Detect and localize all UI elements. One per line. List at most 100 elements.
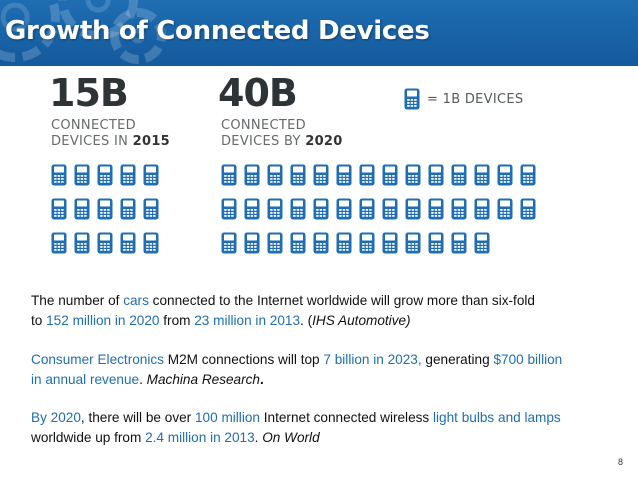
mobile-phone-icon bbox=[51, 198, 67, 220]
caption-line: DEVICES IN 2015 bbox=[51, 134, 170, 150]
text-run: . bbox=[254, 430, 263, 445]
mobile-phone-icon bbox=[143, 198, 159, 220]
mobile-phone-icon bbox=[497, 164, 513, 186]
paragraph-consumer-electronics: Consumer Electronics M2M connections wil… bbox=[31, 350, 631, 390]
mobile-phone-icon bbox=[405, 232, 421, 254]
source-citation: Machina Research bbox=[146, 372, 260, 387]
mobile-phone-icon bbox=[120, 232, 136, 254]
caption-prefix: DEVICES IN bbox=[51, 134, 133, 149]
mobile-phone-icon bbox=[497, 198, 513, 220]
mobile-phone-icon bbox=[428, 164, 444, 186]
text-run: . bbox=[260, 372, 264, 387]
highlight-text: 2.4 million in 2013 bbox=[145, 430, 255, 445]
mobile-phone-icon bbox=[336, 232, 352, 254]
highlight-text: 7 billion in 2023, bbox=[323, 352, 422, 367]
mobile-phone-icon bbox=[336, 198, 352, 220]
mobile-phone-icon bbox=[267, 198, 283, 220]
mobile-phone-icon bbox=[267, 232, 283, 254]
text-run: The number of bbox=[31, 293, 124, 308]
stat-value-2020: 40B bbox=[218, 71, 298, 115]
mobile-phone-icon bbox=[290, 232, 306, 254]
mobile-phone-icon bbox=[290, 198, 306, 220]
mobile-phone-icon bbox=[97, 232, 113, 254]
highlight-text: light bulbs and lamps bbox=[433, 410, 561, 425]
text-run: worldwide up from bbox=[31, 430, 146, 445]
mobile-phone-icon bbox=[474, 232, 490, 254]
mobile-phone-icon bbox=[404, 88, 420, 110]
mobile-phone-icon bbox=[474, 198, 490, 220]
caption-line: DEVICES BY 2020 bbox=[221, 134, 343, 150]
mobile-phone-icon bbox=[451, 232, 467, 254]
mobile-phone-icon bbox=[382, 232, 398, 254]
mobile-phone-icon bbox=[74, 232, 90, 254]
mobile-phone-icon bbox=[405, 164, 421, 186]
legend-text: = 1B DEVICES bbox=[427, 91, 524, 107]
mobile-phone-icon bbox=[97, 164, 113, 186]
stat-value-2015: 15B bbox=[49, 71, 129, 115]
mobile-phone-icon bbox=[382, 198, 398, 220]
text-run: , there will be over bbox=[80, 410, 195, 425]
highlight-text: $700 billion bbox=[493, 352, 563, 367]
mobile-phone-icon bbox=[244, 232, 260, 254]
mobile-phone-icon bbox=[267, 164, 283, 186]
stat-caption-2015: CONNECTED DEVICES IN 2015 bbox=[51, 118, 170, 150]
mobile-phone-icon bbox=[51, 164, 67, 186]
mobile-phone-icon bbox=[451, 164, 467, 186]
mobile-phone-icon bbox=[120, 164, 136, 186]
page-number: 8 bbox=[618, 457, 624, 467]
paragraph-cars: The number of cars connected to the Inte… bbox=[31, 291, 631, 331]
mobile-phone-icon bbox=[221, 198, 237, 220]
caption-year: 2020 bbox=[305, 134, 343, 149]
text-run: Internet connected wireless bbox=[259, 410, 434, 425]
mobile-phone-icon bbox=[221, 164, 237, 186]
mobile-phone-icon bbox=[359, 164, 375, 186]
text-run: to bbox=[31, 313, 47, 328]
mobile-phone-icon bbox=[313, 164, 329, 186]
text-run: . ( bbox=[300, 313, 313, 328]
paragraph-light-bulbs: By 2020, there will be over 100 million … bbox=[31, 408, 631, 448]
mobile-phone-icon bbox=[520, 198, 536, 220]
stat-caption-2020: CONNECTED DEVICES BY 2020 bbox=[221, 118, 343, 150]
highlight-text: By 2020 bbox=[31, 410, 81, 425]
mobile-phone-icon bbox=[520, 164, 536, 186]
caption-prefix: DEVICES BY bbox=[221, 134, 306, 149]
caption-line: CONNECTED bbox=[221, 118, 306, 133]
mobile-phone-icon bbox=[405, 198, 421, 220]
mobile-phone-icon bbox=[244, 164, 260, 186]
source-citation: IHS Automotive) bbox=[312, 313, 411, 328]
mobile-phone-icon bbox=[244, 198, 260, 220]
mobile-phone-icon bbox=[221, 232, 237, 254]
highlight-text: cars bbox=[123, 293, 149, 308]
mobile-phone-icon bbox=[336, 164, 352, 186]
highlight-text: 23 million in 2013 bbox=[194, 313, 301, 328]
slide-title: Growth of Connected Devices bbox=[5, 16, 430, 46]
mobile-phone-icon bbox=[97, 198, 113, 220]
title-bar: Growth of Connected Devices bbox=[0, 0, 638, 66]
highlight-text: 152 million in 2020 bbox=[46, 313, 160, 328]
mobile-phone-icon bbox=[313, 232, 329, 254]
text-run: connected to the Internet worldwide will… bbox=[148, 293, 535, 308]
mobile-phone-icon bbox=[120, 198, 136, 220]
mobile-phone-icon bbox=[382, 164, 398, 186]
icon-grid-2015 bbox=[51, 164, 159, 254]
text-run: . bbox=[139, 372, 147, 387]
icon-grid-2020 bbox=[221, 164, 536, 254]
highlight-text: 100 million bbox=[194, 410, 260, 425]
highlight-text: in annual revenue bbox=[31, 372, 140, 387]
mobile-phone-icon bbox=[143, 232, 159, 254]
mobile-phone-icon bbox=[359, 198, 375, 220]
mobile-phone-icon bbox=[359, 232, 375, 254]
caption-line: CONNECTED bbox=[51, 118, 136, 133]
text-run: generating bbox=[421, 352, 494, 367]
text-run: from bbox=[159, 313, 195, 328]
mobile-phone-icon bbox=[74, 198, 90, 220]
mobile-phone-icon bbox=[313, 198, 329, 220]
legend: = 1B DEVICES bbox=[404, 88, 523, 110]
mobile-phone-icon bbox=[474, 164, 490, 186]
mobile-phone-icon bbox=[51, 232, 67, 254]
mobile-phone-icon bbox=[290, 164, 306, 186]
mobile-phone-icon bbox=[74, 164, 90, 186]
caption-year: 2015 bbox=[132, 134, 171, 149]
text-run: M2M connections will top bbox=[163, 352, 324, 367]
mobile-phone-icon bbox=[428, 198, 444, 220]
